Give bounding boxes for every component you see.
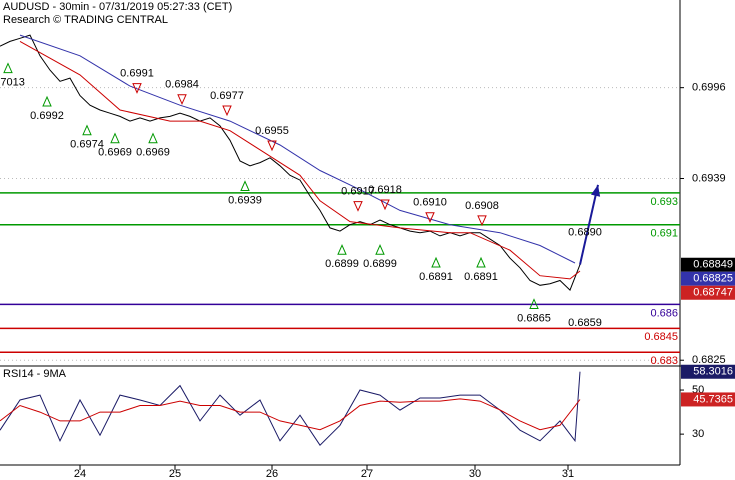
signal-up	[110, 132, 120, 144]
series-line	[19, 40, 581, 280]
y-tick-label: 0.6939	[692, 172, 726, 184]
y-tick-label: 0.6996	[692, 82, 726, 94]
level-label: 0.686	[650, 307, 678, 319]
price-tag-label: 0.68849	[693, 259, 733, 271]
price-tag-label: 0.68825	[693, 273, 733, 285]
x-tick-label: 27	[361, 468, 373, 480]
level-label: 0.6845	[644, 331, 678, 343]
price-tag	[681, 271, 735, 286]
signal-down	[477, 215, 487, 227]
signal-down	[353, 201, 363, 212]
signal-up	[148, 132, 158, 144]
signal-label: 0.6910	[413, 197, 447, 209]
signal-up	[529, 298, 539, 309]
price-tag-label: 58.3016	[693, 366, 733, 378]
forecast-arrow	[579, 184, 599, 265]
arrow-head	[591, 184, 601, 197]
signal-label: 0.6890	[568, 227, 602, 239]
signal-up	[431, 256, 441, 268]
signal-down	[177, 94, 187, 106]
price-tag	[681, 257, 735, 272]
series-line	[0, 34, 581, 291]
level-label: 0.693	[650, 196, 678, 208]
signal-label: 0.6991	[120, 68, 154, 80]
x-tick-label: 31	[562, 468, 574, 480]
signal-label: 0.6977	[210, 90, 244, 102]
signal-label: 0.7013	[0, 76, 25, 88]
x-tick-label: 25	[169, 468, 181, 480]
signal-label: 0.6917	[341, 185, 375, 197]
signal-label: 0.6891	[419, 271, 453, 283]
x-tick-label: 30	[469, 468, 481, 480]
signal-up	[337, 244, 347, 255]
x-tick-label: 26	[266, 468, 278, 480]
level-label: 0.683	[650, 355, 678, 367]
price-tag-label: 0.68747	[693, 287, 733, 299]
signal-label: 0.6969	[136, 147, 170, 159]
signal-up	[42, 95, 52, 107]
signal-label: 0.6939	[228, 194, 262, 206]
signal-label: 0.6992	[30, 110, 64, 122]
signal-label: 0.6865	[517, 312, 551, 324]
price-tag-label: 45.7365	[693, 393, 733, 405]
signal-label: 0.6955	[255, 125, 289, 137]
signal-down	[267, 140, 277, 152]
signal-label: 0.6859	[568, 317, 602, 329]
signal-down	[222, 105, 232, 117]
price-tag	[681, 285, 735, 300]
price-tag	[681, 364, 735, 379]
price-tag	[681, 392, 735, 407]
signal-up	[240, 180, 250, 192]
chart-subtitle: Research © TRADING CENTRAL	[3, 14, 168, 26]
y-tick-label: 0.6825	[692, 354, 726, 366]
signal-up	[476, 256, 486, 268]
signal-label: 0.6984	[165, 79, 199, 91]
signal-label: 0.6918	[368, 184, 402, 196]
signal-label: 0.6899	[325, 258, 359, 270]
signal-down	[380, 199, 390, 211]
signal-label: 0.6974	[70, 139, 104, 151]
rsi-title: RSI14 - 9MA	[3, 368, 67, 380]
series-line	[0, 398, 581, 431]
signal-up	[3, 62, 13, 74]
signal-label: 0.6891	[464, 271, 498, 283]
signal-label: 0.6899	[363, 258, 397, 270]
signal-up	[375, 244, 385, 255]
signal-down	[132, 83, 142, 94]
signal-up	[82, 124, 92, 136]
signal-label: 0.6969	[98, 147, 132, 159]
x-tick-label: 24	[74, 468, 86, 480]
signal-label: 0.6908	[465, 200, 499, 212]
signal-down	[425, 212, 435, 223]
y-tick-label: 30	[692, 428, 704, 440]
series-line	[19, 34, 576, 264]
level-label: 0.691	[650, 228, 678, 240]
chart-title: AUDUSD - 30min - 07/31/2019 05:27:33 (CE…	[3, 1, 232, 13]
